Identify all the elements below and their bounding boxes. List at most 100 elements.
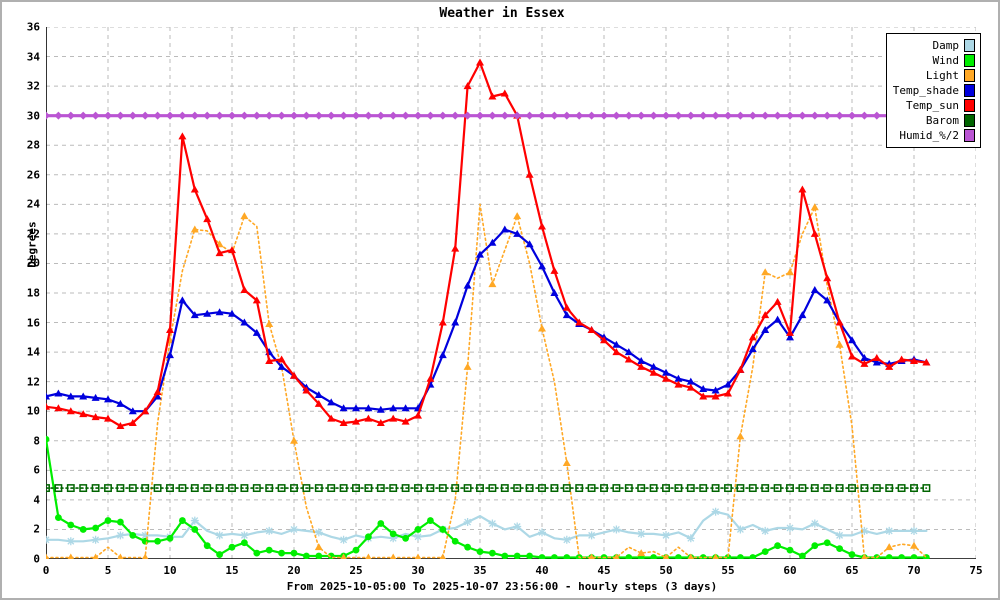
data-marker — [92, 524, 99, 532]
x-tick-label: 25 — [349, 564, 363, 577]
data-marker — [66, 407, 75, 415]
legend-item-barom[interactable]: Barom — [893, 113, 975, 128]
data-marker — [463, 362, 472, 370]
data-marker — [488, 519, 497, 528]
data-marker — [54, 404, 63, 412]
legend-color-swatch — [964, 84, 975, 97]
data-marker — [314, 528, 323, 537]
data-marker — [228, 309, 236, 317]
data-marker — [166, 484, 174, 493]
data-marker — [364, 404, 373, 412]
data-marker — [823, 484, 832, 493]
data-marker — [265, 320, 274, 328]
data-marker — [314, 484, 323, 493]
data-marker — [427, 517, 434, 524]
data-marker — [241, 539, 248, 547]
plot-svg — [46, 27, 976, 559]
data-marker — [203, 309, 212, 317]
legend-color-swatch — [964, 69, 975, 82]
data-marker — [538, 484, 546, 493]
data-marker — [538, 262, 546, 270]
data-marker — [116, 399, 125, 407]
data-marker — [848, 111, 856, 120]
data-marker — [451, 111, 460, 120]
data-marker — [365, 533, 372, 541]
legend-item-damp[interactable]: Damp — [893, 38, 975, 53]
data-marker — [649, 368, 658, 376]
legend-item-light[interactable]: Light — [893, 68, 975, 83]
data-marker — [736, 111, 745, 120]
data-marker — [637, 362, 646, 370]
legend-item-humid-2[interactable]: Humid_%/2 — [893, 128, 975, 143]
data-marker — [810, 229, 819, 237]
data-marker — [414, 111, 422, 120]
data-marker — [402, 534, 409, 542]
data-marker — [810, 286, 819, 294]
data-marker — [67, 553, 74, 559]
data-marker — [587, 484, 596, 493]
data-marker — [711, 392, 720, 400]
data-marker — [377, 520, 385, 527]
data-marker — [612, 348, 621, 356]
data-marker — [117, 553, 124, 559]
data-marker — [463, 82, 472, 90]
data-marker — [240, 111, 249, 120]
data-marker — [736, 484, 745, 493]
data-marker — [686, 383, 695, 391]
data-marker — [190, 111, 199, 120]
data-marker — [352, 484, 360, 493]
data-marker — [810, 111, 819, 120]
x-axis-ticks: 0 5 10 15 20 25 30 35 40 45 50 55 60 65 70 75 — [43, 564, 983, 580]
data-marker — [54, 389, 63, 397]
data-marker — [128, 111, 137, 120]
data-marker — [649, 111, 658, 120]
data-marker — [885, 362, 894, 370]
legend-item-temp-shade[interactable]: Temp_shade — [893, 83, 975, 98]
data-marker — [91, 535, 100, 544]
data-marker — [488, 111, 497, 120]
data-marker — [190, 225, 199, 233]
data-marker — [364, 484, 373, 493]
data-marker — [46, 392, 50, 400]
data-marker — [798, 311, 807, 319]
y-tick-label: 14 — [26, 345, 40, 359]
data-marker — [66, 111, 75, 120]
data-marker — [637, 549, 646, 557]
data-marker — [562, 303, 571, 311]
data-marker — [314, 543, 323, 551]
data-marker — [376, 419, 385, 427]
legend-item-label: Humid_%/2 — [899, 129, 959, 142]
data-marker — [910, 526, 918, 535]
data-marker — [699, 392, 708, 400]
data-marker — [240, 484, 249, 493]
data-marker — [600, 484, 608, 493]
data-marker — [277, 355, 286, 363]
data-marker — [773, 484, 782, 493]
data-marker — [240, 212, 249, 220]
data-marker — [352, 111, 360, 120]
data-marker — [66, 484, 75, 493]
data-marker — [166, 351, 174, 359]
data-marker — [637, 529, 646, 538]
data-marker — [390, 553, 397, 559]
y-tick-label: 24 — [26, 197, 40, 211]
legend-item-label: Temp_shade — [892, 84, 959, 97]
data-marker — [637, 484, 646, 493]
data-marker — [798, 185, 807, 193]
data-marker — [166, 111, 174, 120]
legend-item-wind[interactable]: Wind — [893, 53, 975, 68]
data-marker — [662, 484, 670, 493]
data-marker — [327, 414, 336, 422]
data-marker — [290, 436, 298, 444]
data-marker — [79, 111, 88, 120]
legend-item-temp-sun[interactable]: Temp_sun — [893, 98, 975, 113]
data-marker — [624, 348, 633, 356]
legend-color-swatch — [964, 129, 975, 142]
data-marker — [376, 405, 385, 413]
data-marker — [860, 111, 869, 120]
data-marker — [810, 519, 819, 528]
data-marker — [117, 518, 124, 526]
data-marker — [265, 526, 274, 535]
data-marker — [761, 325, 770, 333]
x-tick-label: 5 — [104, 564, 112, 577]
